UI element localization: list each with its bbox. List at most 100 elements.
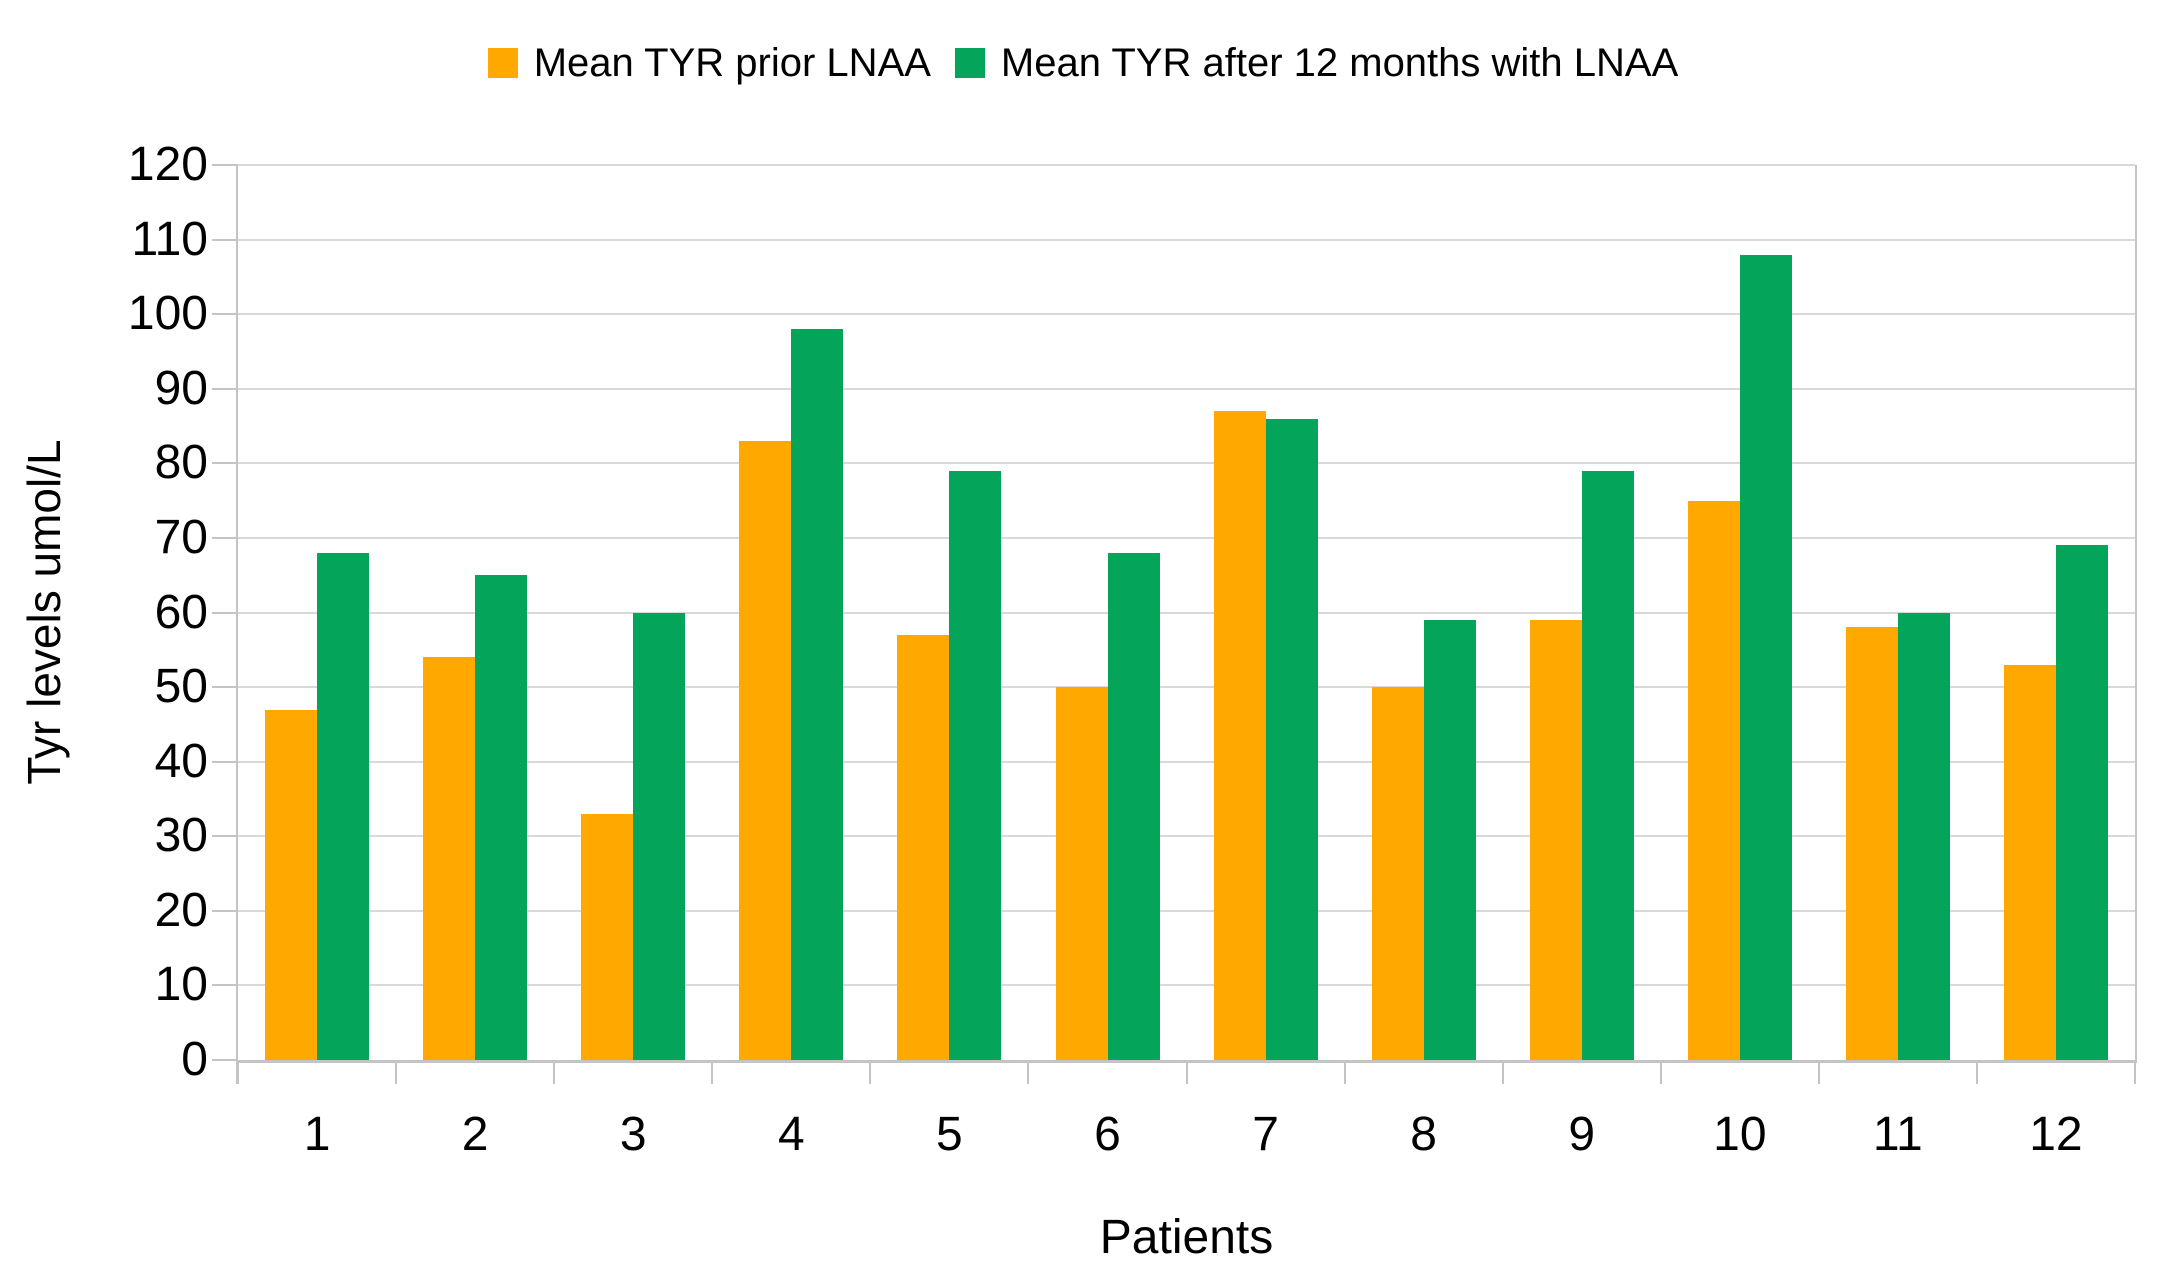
gridline-90 <box>238 387 2135 390</box>
gridline-120 <box>238 164 2135 166</box>
x-tick-3 <box>711 1060 714 1084</box>
gridline-80 <box>238 462 2135 465</box>
x-tick-label-2: 2 <box>461 1108 489 1161</box>
y-tick-60 <box>212 611 238 614</box>
y-tick-70 <box>212 536 238 539</box>
x-axis-title: Patients <box>1099 1211 1274 1264</box>
bar-prior-patient-6 <box>1055 687 1108 1060</box>
y-tick-120 <box>212 164 238 166</box>
legend-item-after: Mean TYR after 12 months with LNAA <box>954 41 1679 85</box>
legend-label-after: Mean TYR after 12 months with LNAA <box>1000 41 1679 85</box>
x-tick-label-8: 8 <box>1410 1108 1437 1161</box>
y-tick-label-90: 90 <box>154 361 208 415</box>
x-axis-line <box>236 1060 2137 1063</box>
x-tick-12 <box>2134 1060 2136 1084</box>
y-tick-label-70: 70 <box>154 510 208 564</box>
x-tick-0 <box>237 1060 239 1084</box>
legend-swatch-after-icon <box>954 48 985 78</box>
legend-label-prior: Mean TYR prior LNAA <box>533 41 931 85</box>
y-tick-80 <box>212 462 238 465</box>
y-tick-100 <box>212 313 238 316</box>
bar-prior-patient-10 <box>1687 500 1740 1060</box>
bar-prior-patient-2 <box>423 657 476 1061</box>
y-tick-label-40: 40 <box>154 734 208 788</box>
bar-after-patient-8 <box>1423 620 1476 1060</box>
y-tick-label-10: 10 <box>154 958 208 1012</box>
gridline-10 <box>238 984 2135 987</box>
bar-prior-patient-8 <box>1371 687 1424 1060</box>
bar-prior-patient-1 <box>265 709 317 1060</box>
bar-prior-patient-4 <box>739 441 792 1060</box>
x-tick-9 <box>1659 1060 1662 1084</box>
bar-after-patient-1 <box>317 552 369 1060</box>
bar-after-patient-3 <box>633 612 686 1060</box>
bar-after-patient-5 <box>949 470 1002 1060</box>
x-tick-label-6: 6 <box>1094 1108 1121 1161</box>
y-tick-10 <box>212 984 238 987</box>
y-tick-label-100: 100 <box>127 287 208 341</box>
gridline-110 <box>238 238 2135 241</box>
x-tick-label-12: 12 <box>2029 1108 2083 1161</box>
y-tick-label-120: 120 <box>127 138 208 191</box>
bar-after-patient-10 <box>1739 254 1792 1060</box>
bar-after-patient-2 <box>475 575 528 1060</box>
x-tick-label-9: 9 <box>1568 1108 1596 1161</box>
y-tick-110 <box>212 238 238 241</box>
x-tick-8 <box>1501 1060 1504 1084</box>
legend-item-prior: Mean TYR prior LNAA <box>487 41 931 85</box>
bar-after-patient-6 <box>1107 552 1160 1060</box>
x-tick-label-10: 10 <box>1713 1108 1767 1161</box>
gridline-60 <box>238 611 2135 614</box>
x-tick-7 <box>1343 1060 1346 1084</box>
gridline-30 <box>238 835 2135 838</box>
x-tick-2 <box>553 1060 556 1084</box>
gridline-50 <box>238 686 2135 689</box>
y-tick-50 <box>212 686 238 689</box>
x-tick-1 <box>395 1060 398 1084</box>
y-axis-line <box>236 165 238 1084</box>
legend: Mean TYR prior LNAA Mean TYR after 12 mo… <box>0 28 2166 98</box>
y-tick-label-80: 80 <box>154 436 208 490</box>
y-tick-label-50: 50 <box>154 660 208 714</box>
bar-prior-patient-5 <box>897 634 950 1060</box>
bar-prior-patient-3 <box>581 813 634 1060</box>
x-tick-10 <box>1817 1060 1820 1084</box>
bar-after-patient-11 <box>1897 612 1950 1060</box>
x-tick-label-4: 4 <box>777 1108 805 1161</box>
y-tick-label-30: 30 <box>154 809 208 863</box>
bar-prior-patient-11 <box>1845 627 1898 1060</box>
legend-swatch-prior-icon <box>487 48 518 78</box>
bar-prior-patient-9 <box>1529 620 1582 1060</box>
y-tick-30 <box>212 835 238 838</box>
bar-after-patient-9 <box>1581 470 1634 1060</box>
x-tick-label-3: 3 <box>619 1108 647 1161</box>
x-tick-label-7: 7 <box>1252 1108 1279 1161</box>
gridline-70 <box>238 536 2135 539</box>
x-tick-label-11: 11 <box>1872 1108 1923 1161</box>
y-tick-label-0: 0 <box>181 1033 208 1086</box>
bar-after-patient-12 <box>2056 545 2108 1060</box>
gridline-40 <box>238 760 2135 763</box>
y-tick-label-20: 20 <box>154 883 208 937</box>
y-tick-label-110: 110 <box>131 212 208 266</box>
x-tick-6 <box>1185 1060 1188 1084</box>
bar-prior-patient-12 <box>2004 664 2056 1060</box>
y-tick-90 <box>212 387 238 390</box>
y-tick-40 <box>212 760 238 763</box>
x-tick-label-1: 1 <box>303 1108 331 1161</box>
x-tick-11 <box>1975 1060 1978 1084</box>
x-tick-5 <box>1027 1060 1030 1084</box>
y-tick-20 <box>212 909 238 912</box>
y-tick-0 <box>212 1059 238 1061</box>
plot-right-border <box>2135 165 2137 1060</box>
x-tick-4 <box>869 1060 872 1084</box>
bar-prior-patient-7 <box>1213 411 1266 1060</box>
gridline-100 <box>238 313 2135 316</box>
y-tick-label-60: 60 <box>154 585 208 639</box>
bar-after-patient-4 <box>791 329 844 1060</box>
x-tick-label-5: 5 <box>935 1108 963 1161</box>
gridline-20 <box>238 909 2135 912</box>
bar-after-patient-7 <box>1265 418 1318 1060</box>
